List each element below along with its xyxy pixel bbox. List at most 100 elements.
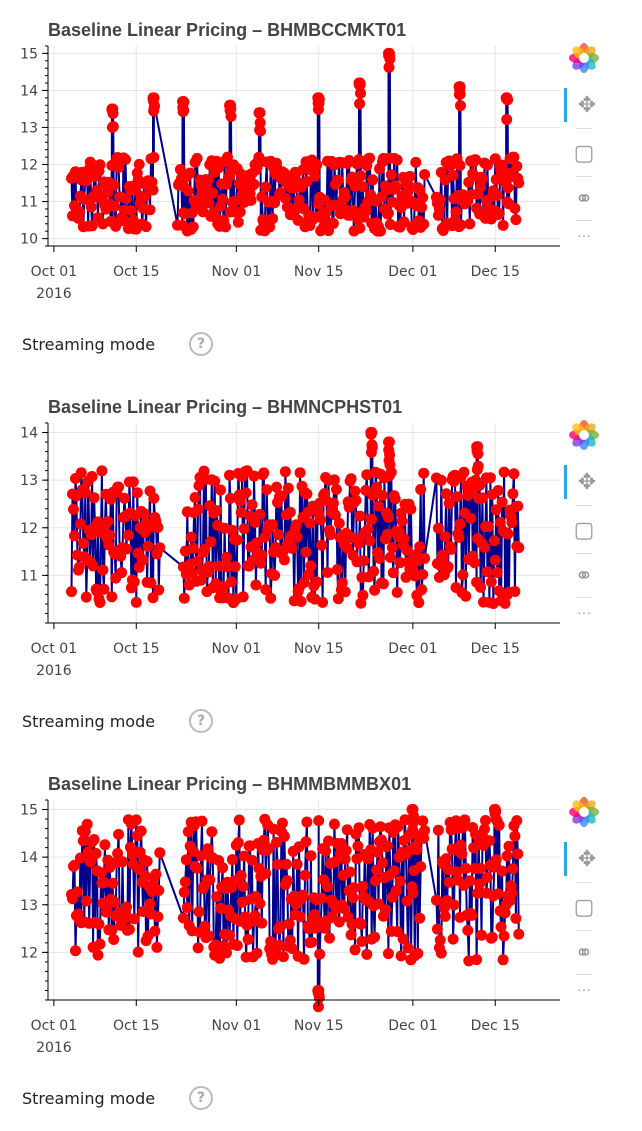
data-point: [228, 195, 240, 207]
data-point: [73, 206, 85, 218]
data-point: [137, 554, 149, 566]
data-point: [472, 460, 484, 472]
data-point: [299, 869, 311, 881]
data-point: [367, 174, 379, 186]
data-point: [291, 531, 303, 543]
more-icon[interactable]: ···: [577, 604, 591, 620]
data-point: [491, 189, 503, 201]
data-point: [507, 863, 519, 875]
data-point: [109, 200, 121, 212]
wheel-zoom-icon[interactable]: ⚭: [574, 563, 594, 588]
more-icon[interactable]: ···: [577, 981, 591, 997]
data-point: [492, 485, 504, 496]
bokeh-logo-icon[interactable]: [568, 419, 600, 451]
data-point: [87, 560, 99, 572]
data-point: [225, 576, 237, 588]
bokeh-logo-icon[interactable]: [568, 42, 600, 74]
data-point: [414, 541, 426, 553]
data-point: [496, 496, 508, 508]
data-point: [432, 522, 444, 534]
data-point: [234, 495, 246, 507]
help-icon[interactable]: ?: [189, 1086, 214, 1110]
data-point: [297, 889, 309, 901]
data-point: [333, 916, 345, 928]
data-point: [377, 578, 389, 590]
data-point: [353, 154, 365, 166]
data-point: [205, 536, 217, 548]
pan-icon[interactable]: ✥: [564, 842, 607, 876]
data-point: [404, 170, 416, 182]
data-point: [395, 950, 407, 962]
data-point: [240, 487, 252, 499]
data-point: [349, 485, 361, 497]
data-point: [503, 840, 515, 852]
data-point: [101, 903, 113, 915]
data-point: [222, 151, 233, 163]
logo-center: [579, 53, 589, 63]
data-point: [258, 834, 270, 846]
data-point: [185, 531, 197, 543]
data-point: [306, 936, 318, 948]
data-point: [191, 862, 203, 874]
data-point: [260, 584, 272, 596]
data-point: [445, 543, 457, 555]
data-point: [94, 597, 106, 608]
data-point: [294, 467, 306, 479]
pan-icon[interactable]: ✥: [564, 88, 607, 122]
data-point: [148, 151, 160, 163]
box-zoom-icon[interactable]: ▢: [573, 894, 595, 919]
x-tick-sublabel: 2016: [36, 1040, 72, 1056]
data-point: [127, 476, 139, 488]
data-point: [331, 564, 343, 576]
data-point: [369, 931, 381, 943]
data-point: [267, 519, 279, 531]
data-point: [394, 875, 406, 887]
help-icon[interactable]: ?: [189, 709, 214, 733]
data-point: [180, 854, 192, 866]
data-point: [499, 597, 511, 609]
data-point: [225, 110, 237, 122]
series-group: [66, 427, 525, 609]
data-point: [260, 181, 272, 193]
data-point: [220, 221, 231, 233]
data-point: [123, 924, 135, 935]
toolbar-divider: [576, 176, 592, 177]
data-point: [347, 892, 359, 904]
data-point: [465, 512, 477, 524]
data-point: [246, 854, 258, 866]
box-zoom-icon[interactable]: ▢: [573, 517, 595, 542]
data-point: [454, 88, 466, 100]
chart-3: Baseline Linear Pricing – BHMMBMMBX01 12 1…: [20, 774, 560, 1056]
data-point: [272, 859, 283, 870]
data-point: [374, 552, 385, 564]
data-point: [192, 503, 204, 515]
data-point: [187, 542, 199, 554]
chart-title: Baseline Linear Pricing – BHMBCCMKT01: [48, 20, 406, 40]
data-point: [437, 552, 449, 564]
wheel-zoom-icon[interactable]: ⚭: [574, 940, 594, 965]
data-point: [248, 178, 260, 190]
data-point: [300, 836, 312, 848]
data-point: [217, 862, 229, 874]
bokeh-logo-icon[interactable]: [568, 796, 600, 828]
data-point: [394, 557, 406, 569]
data-point: [279, 466, 291, 478]
help-icon[interactable]: ?: [189, 332, 214, 356]
data-point: [447, 169, 459, 181]
more-icon[interactable]: ···: [577, 227, 591, 243]
data-point: [336, 577, 348, 589]
data-point: [364, 152, 376, 164]
data-point: [502, 94, 514, 106]
data-point: [224, 469, 235, 481]
wheel-zoom-icon[interactable]: ⚭: [574, 186, 594, 211]
pan-icon[interactable]: ✥: [564, 465, 607, 499]
data-point: [377, 857, 388, 869]
data-point: [233, 814, 245, 826]
data-point: [151, 941, 163, 953]
data-point: [443, 876, 455, 888]
data-point: [221, 947, 232, 959]
y-tick-label: 14: [20, 850, 38, 866]
data-point: [440, 488, 452, 500]
data-point: [211, 891, 223, 903]
box-zoom-icon[interactable]: ▢: [573, 140, 595, 165]
